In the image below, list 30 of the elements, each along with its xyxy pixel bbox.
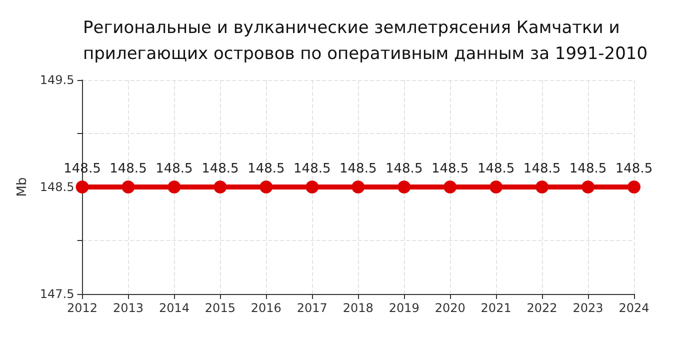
x-tick-label: 2019 [388,301,420,315]
data-label: 148.5 [477,162,515,176]
data-label: 148.5 [248,162,285,176]
data-label: 148.5 [202,162,239,176]
x-tick-label: 2018 [342,301,374,315]
x-tick-label: 2017 [296,301,328,315]
x-tick-label: 2014 [158,301,190,315]
x-tick-label: 2016 [250,301,282,315]
data-label: 148.5 [340,162,377,176]
x-tick-label: 2015 [204,301,236,315]
x-tick-label: 2022 [526,301,558,315]
data-label: 148.5 [569,162,607,176]
data-label: 148.5 [431,162,469,176]
data-label: 148.5 [385,162,423,176]
x-tick-label: 2020 [434,301,466,315]
x-tick-label: 2023 [572,301,604,315]
data-label: 148.5 [156,162,193,176]
y-axis-title: Mb [15,177,30,197]
x-tick-label: 2024 [618,301,650,315]
data-label: 148.5 [110,162,147,176]
y-tick-label: 149.5 [40,73,74,87]
data-label: 148.5 [615,162,653,176]
x-tick-label: 2013 [112,301,144,315]
data-label: 148.5 [523,162,561,176]
y-tick-label: 147.5 [40,287,74,301]
data-label: 148.5 [294,162,331,176]
x-tick-label: 2012 [66,301,98,315]
x-tick-label: 2021 [480,301,512,315]
chart-title: Региональные и вулканические землетрясения Камчатки и прилегающих островов по оперативным данным за 1991-2010 [83,18,648,64]
y-tick-label: 148.5 [40,180,74,194]
